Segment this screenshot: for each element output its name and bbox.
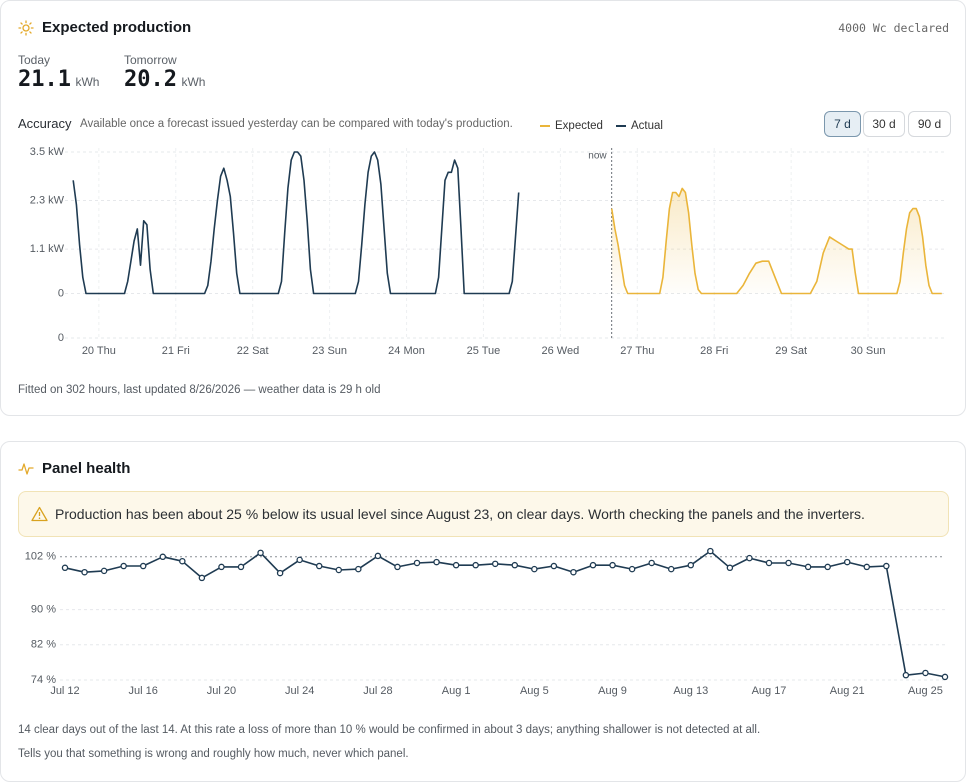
today-number: 21.1 bbox=[18, 67, 71, 92]
card-title: Expected production bbox=[42, 19, 192, 36]
range-button[interactable]: 7 d bbox=[824, 111, 861, 137]
card-title: Panel health bbox=[42, 460, 131, 477]
tomorrow-number: 20.2 bbox=[124, 67, 177, 92]
today-value: 21.1 kWh bbox=[18, 67, 99, 92]
today-unit: kWh bbox=[75, 75, 100, 89]
health-note: 14 clear days out of the last 14. At thi… bbox=[18, 724, 761, 736]
health-card: Panel health Production has been about 2… bbox=[0, 441, 966, 782]
today-label: Today bbox=[18, 53, 51, 67]
tomorrow-value: 20.2 kWh bbox=[124, 67, 205, 92]
range-button[interactable]: 90 d bbox=[908, 111, 951, 137]
range-button[interactable]: 30 d bbox=[863, 111, 905, 137]
tomorrow-label: Tomorrow bbox=[124, 53, 177, 67]
warning-icon bbox=[31, 506, 48, 522]
alert-box: Production has been about 25 % below its… bbox=[18, 491, 949, 537]
alert-text: Production has been about 25 % below its… bbox=[55, 506, 865, 522]
sun-icon bbox=[18, 20, 34, 36]
footer-note: Fitted on 302 hours, last updated 8/26/2… bbox=[18, 384, 381, 396]
tomorrow-unit: kWh bbox=[181, 75, 206, 89]
production-card: Expected production 4000 Wc declared Tod… bbox=[0, 0, 966, 416]
accuracy-note: Available once a forecast issued yesterd… bbox=[80, 118, 513, 130]
pulse-icon bbox=[18, 463, 34, 475]
accuracy-label: Accuracy bbox=[18, 116, 72, 131]
health-note: Tells you that something is wrong and ro… bbox=[18, 748, 409, 760]
declared-power: 4000 Wc declared bbox=[838, 21, 949, 35]
